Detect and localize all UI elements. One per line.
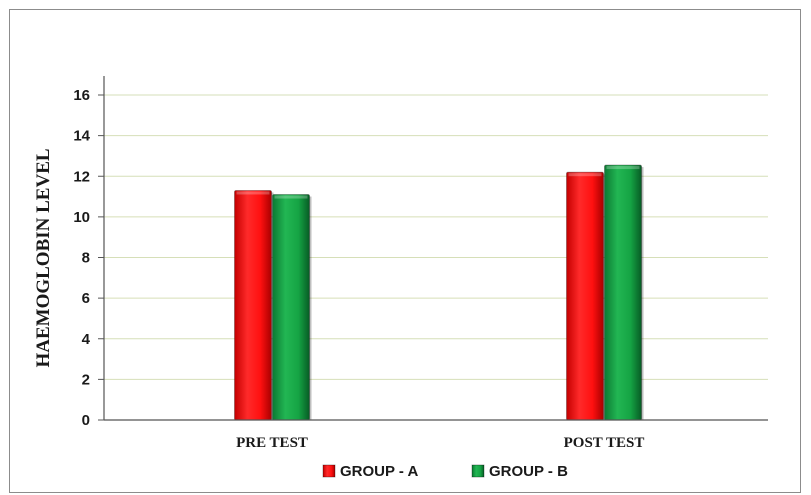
x-tick-label: POST TEST [564,435,645,451]
bar-group-b-pre-test [272,194,310,421]
bar-group-b-post-test [604,164,642,421]
y-tick-label: 2 [82,371,90,388]
x-tick-labels: PRE TEST POST TEST [236,435,644,451]
y-tick-label: 12 [73,168,90,185]
y-tick-labels: 0 2 4 6 8 10 12 14 16 [73,87,104,429]
legend-swatch [322,464,336,478]
legend-label: GROUP - A [340,463,419,480]
bar-bevel [568,173,602,177]
bars [234,164,644,421]
y-tick-label: 8 [82,250,90,267]
bar-group-a-pre-test [234,190,272,421]
y-axis-title: HAEMOGLOBIN LEVEL [33,148,54,367]
legend-swatch [471,464,485,478]
y-tick-label: 16 [73,87,90,104]
chart-frame [9,9,801,493]
gridlines [104,94,768,380]
y-tick-label: 10 [73,209,90,226]
bar-bevel [606,166,640,170]
y-tick-label: 4 [82,331,91,348]
x-tick-label: PRE TEST [236,435,308,451]
bar-group-a-post-test [566,171,604,421]
legend-label: GROUP - B [489,463,568,480]
bar-bevel [236,191,270,195]
bar-bevel [274,195,308,199]
y-tick-label: 14 [73,128,90,145]
y-tick-label: 6 [82,290,90,307]
y-tick-label: 0 [82,412,90,429]
legend: GROUP - A GROUP - B [322,463,568,480]
